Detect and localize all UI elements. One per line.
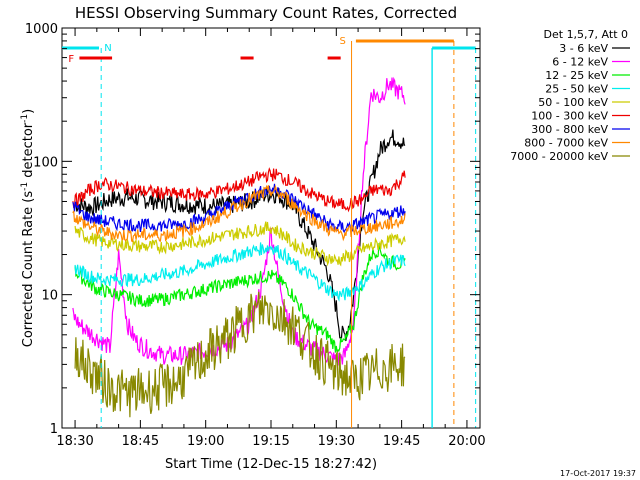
legend-entry-label: 50 - 100 keV bbox=[538, 96, 608, 109]
y-axis-label: Corrected Count Rate (s-1 detector-1) bbox=[20, 109, 36, 347]
flag-s-label: S bbox=[340, 36, 346, 47]
series-line-5 bbox=[72, 167, 406, 213]
series-line-1 bbox=[72, 76, 406, 366]
legend-entry-label: 100 - 300 keV bbox=[531, 110, 608, 123]
y-tick-label: 1000 bbox=[25, 22, 58, 37]
x-tick-label: 20:00 bbox=[448, 434, 485, 449]
series-line-3 bbox=[74, 242, 406, 302]
legend-title: Det 1,5,7, Att 0 bbox=[544, 28, 628, 41]
x-tick-label: 19:30 bbox=[318, 434, 355, 449]
legend-entry-label: 25 - 50 keV bbox=[545, 83, 608, 96]
legend-entry-label: 7000 - 20000 keV bbox=[510, 150, 608, 163]
x-tick-label: 19:00 bbox=[187, 434, 224, 449]
x-axis-label: Start Time (12-Dec-15 18:27:42) bbox=[165, 457, 377, 472]
legend-entry-label: 800 - 7000 keV bbox=[524, 137, 608, 150]
series-line-8 bbox=[74, 291, 406, 418]
chart-title: HESSI Observing Summary Count Rates, Cor… bbox=[75, 4, 457, 22]
series-line-4 bbox=[74, 221, 406, 267]
y-tick-label: 10 bbox=[41, 289, 58, 304]
x-tick-label: 18:30 bbox=[56, 434, 93, 449]
series-line-2 bbox=[74, 243, 406, 355]
flag-f-label: F bbox=[68, 54, 74, 65]
x-tick-label: 19:15 bbox=[252, 434, 289, 449]
series-line-6 bbox=[72, 183, 406, 235]
legend-entry-label: 12 - 25 keV bbox=[545, 69, 608, 82]
y-axis-label-sup1: -1 bbox=[20, 182, 30, 191]
y-axis-label-mid: detector bbox=[21, 122, 36, 182]
legend-entry-label: 6 - 12 keV bbox=[552, 56, 608, 69]
y-axis-label-sup2: -1 bbox=[20, 114, 30, 123]
x-tick-label: 18:45 bbox=[122, 434, 159, 449]
x-tick-label: 19:45 bbox=[383, 434, 420, 449]
y-tick-label: 1 bbox=[50, 422, 58, 437]
legend-entry-label: 300 - 800 keV bbox=[531, 123, 608, 136]
series-line-7 bbox=[72, 184, 406, 243]
y-axis-label-end: ) bbox=[21, 109, 36, 114]
flag-n-label: N bbox=[104, 43, 111, 54]
timestamp: 17-Oct-2017 19:37 bbox=[560, 469, 636, 478]
y-axis-label-main: Corrected Count Rate (s bbox=[21, 191, 36, 348]
legend-entry-label: 3 - 6 keV bbox=[559, 42, 608, 55]
y-tick-label: 100 bbox=[33, 155, 58, 170]
